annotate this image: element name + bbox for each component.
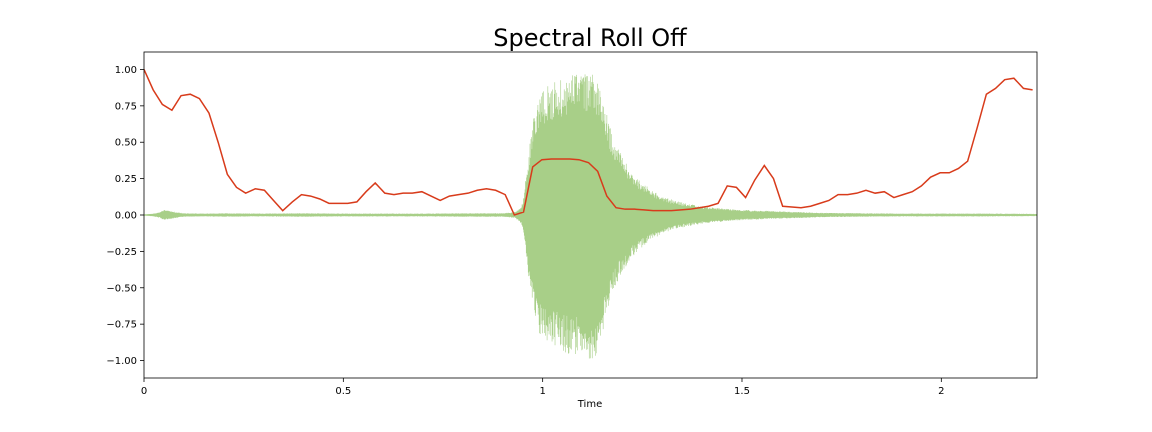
spectral-rolloff-series xyxy=(144,69,1033,216)
y-tick-label: −0.75 xyxy=(106,320,137,331)
y-tick-label: 0.00 xyxy=(115,211,137,222)
waveform-series xyxy=(144,74,1037,359)
y-axis: 1.00 0.75 0.50 0.25 0.00 −0.25 −0.50 −0.75 −1.00 xyxy=(106,65,144,367)
y-tick-label: 1.00 xyxy=(115,65,137,76)
y-tick-label: 0.25 xyxy=(115,174,137,185)
y-tick-label: −0.25 xyxy=(106,247,137,258)
chart-title: Spectral Roll Off xyxy=(493,24,687,52)
x-tick-label: 1 xyxy=(539,386,545,397)
y-tick-label: −0.50 xyxy=(106,283,137,294)
x-tick-label: 1.5 xyxy=(734,386,750,397)
y-tick-label: −1.00 xyxy=(106,356,137,367)
y-tick-label: 0.50 xyxy=(115,138,137,149)
x-tick-label: 0 xyxy=(141,386,147,397)
x-axis: 0 0.5 1 1.5 2 xyxy=(141,378,945,397)
x-tick-label: 2 xyxy=(938,386,944,397)
y-tick-label: 0.75 xyxy=(115,101,137,112)
x-tick-label: 0.5 xyxy=(335,386,351,397)
x-axis-label: Time xyxy=(577,399,602,410)
plot-area xyxy=(144,69,1037,359)
